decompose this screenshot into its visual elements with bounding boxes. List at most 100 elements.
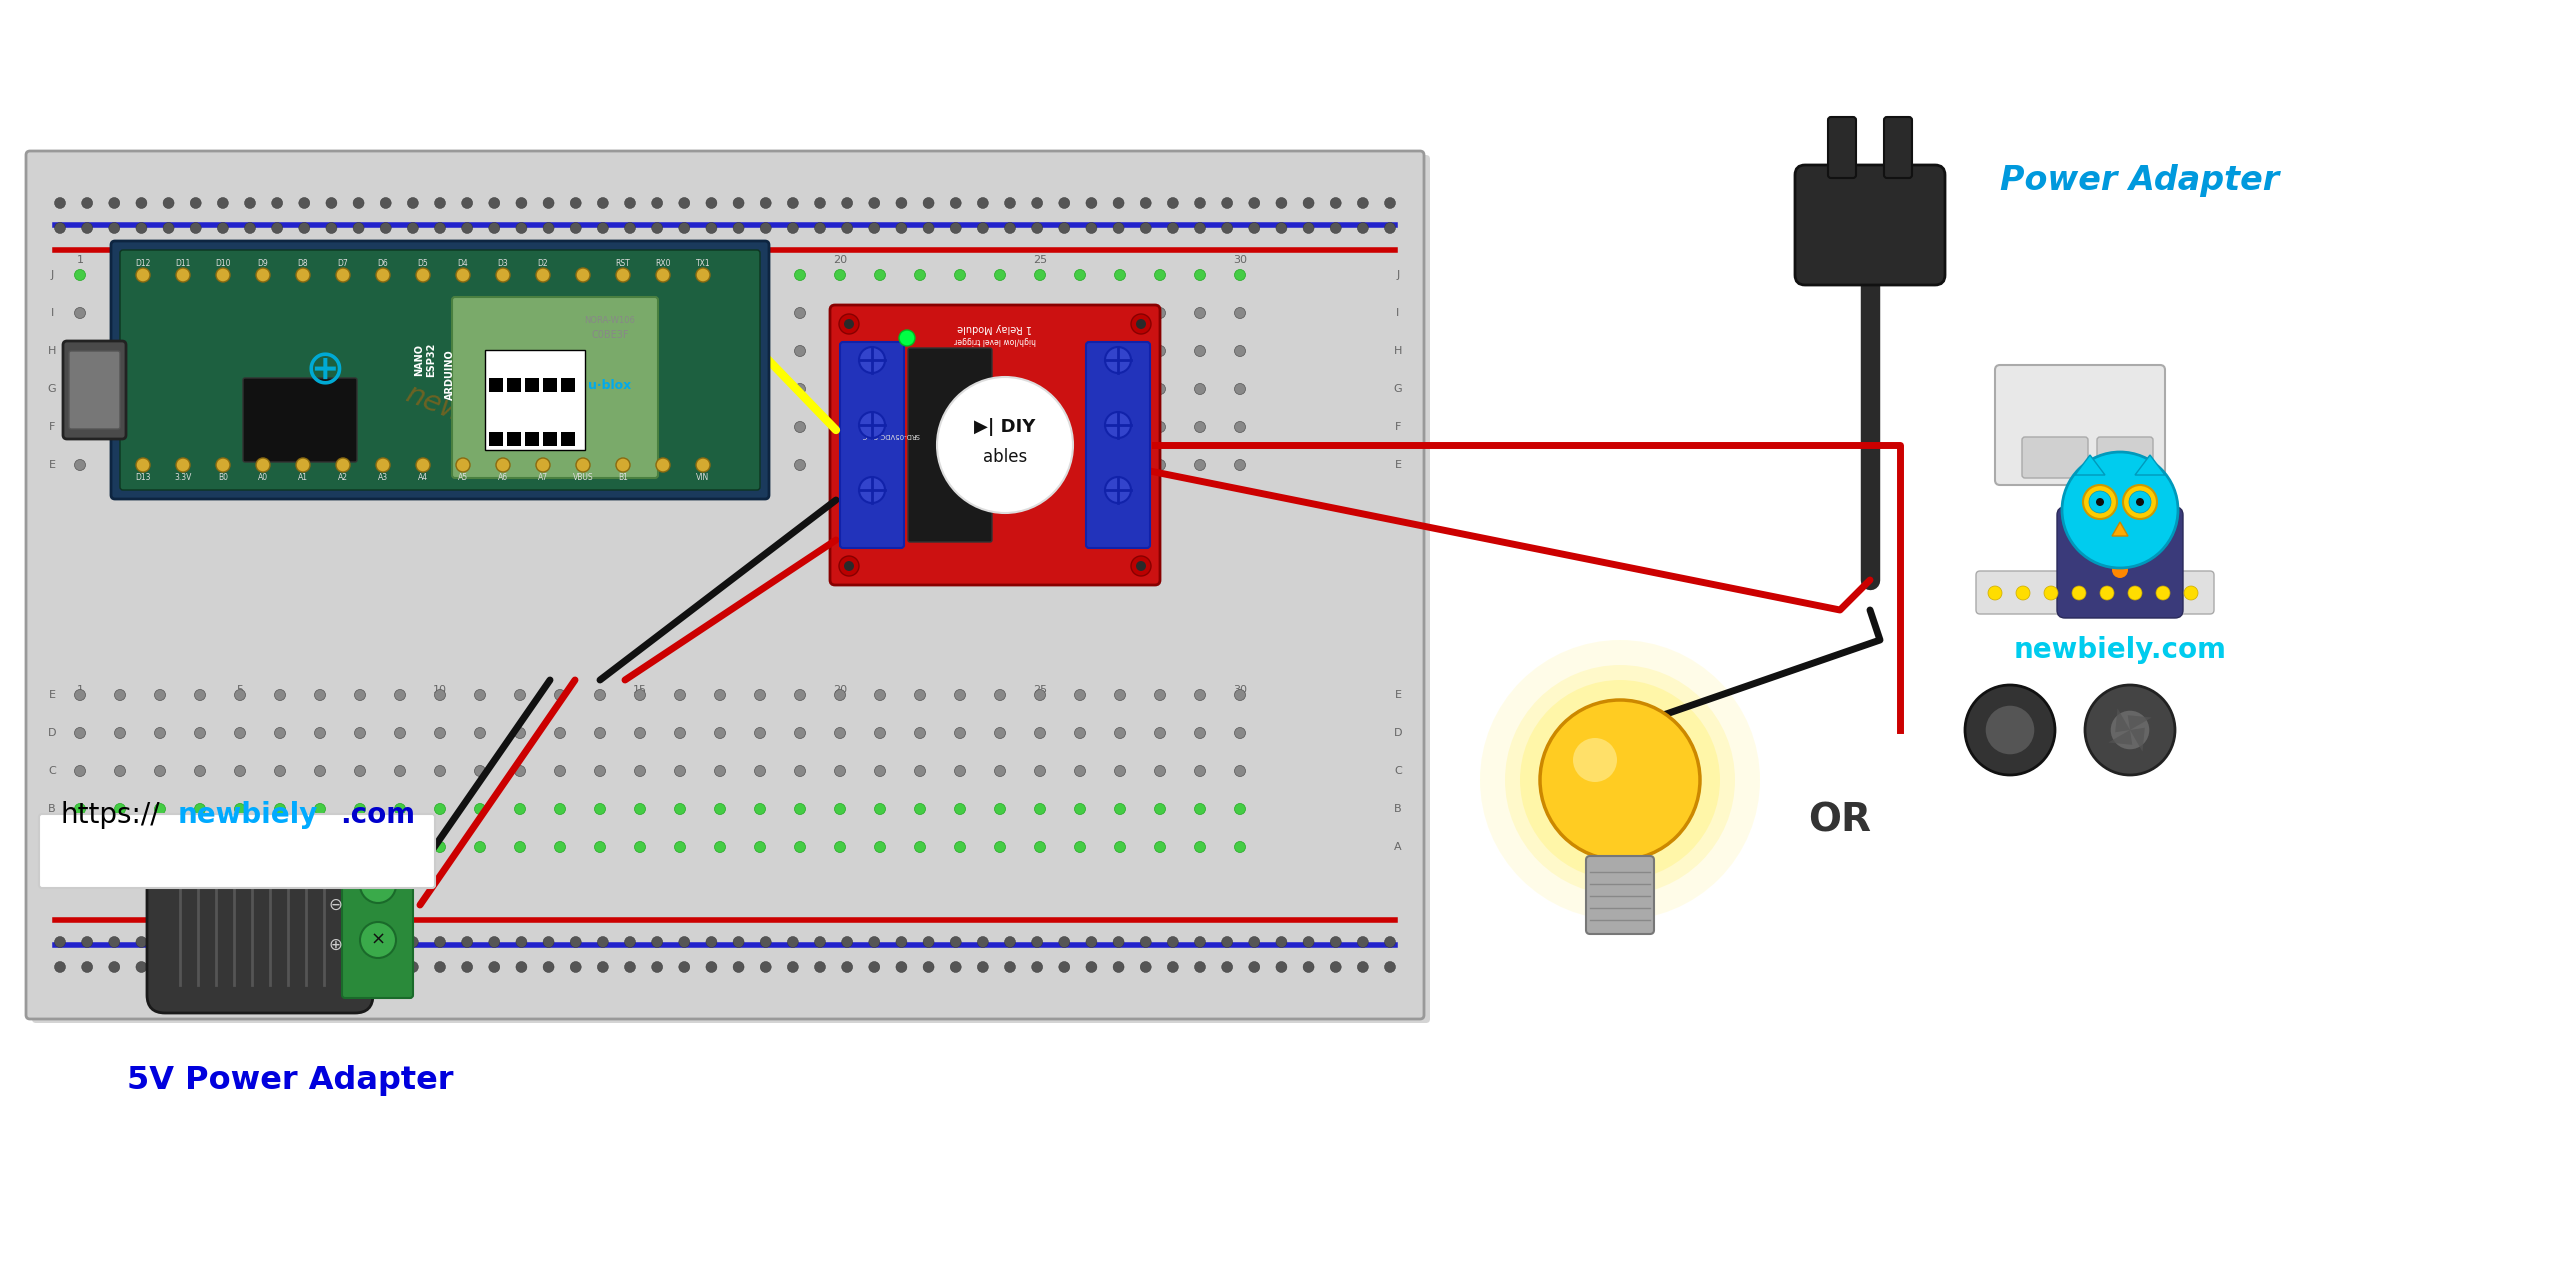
Text: ▶| DIY: ▶| DIY [974,419,1035,436]
Circle shape [194,384,206,394]
Circle shape [1114,460,1127,471]
Circle shape [841,197,854,209]
Circle shape [155,346,166,357]
Circle shape [1086,197,1096,209]
Circle shape [923,197,933,209]
Circle shape [217,268,229,282]
Circle shape [556,727,566,739]
Text: TX1: TX1 [696,259,711,268]
Circle shape [788,197,798,209]
Text: A6: A6 [497,472,507,481]
Circle shape [135,937,148,947]
Text: D9: D9 [257,259,268,268]
Circle shape [314,460,326,471]
Circle shape [1086,937,1096,947]
Circle shape [115,841,125,852]
Circle shape [1221,961,1234,973]
Circle shape [994,841,1004,852]
Circle shape [74,421,87,433]
Circle shape [915,346,925,357]
Circle shape [273,197,283,209]
Text: RST: RST [617,259,630,268]
Circle shape [1114,765,1127,777]
Circle shape [594,690,607,700]
Circle shape [354,765,365,777]
Circle shape [788,937,798,947]
Circle shape [594,804,607,814]
Circle shape [1137,319,1147,329]
Circle shape [923,937,933,947]
Circle shape [1132,556,1152,576]
Circle shape [191,937,201,947]
Circle shape [135,961,148,973]
Circle shape [1303,197,1315,209]
Circle shape [191,197,201,209]
Circle shape [194,690,206,700]
Circle shape [474,421,484,433]
Circle shape [1195,384,1206,394]
Circle shape [433,223,446,233]
Circle shape [155,307,166,319]
Circle shape [1114,804,1127,814]
Circle shape [1114,841,1127,852]
Circle shape [1155,727,1165,739]
Circle shape [433,937,446,947]
Text: 10: 10 [433,685,446,695]
Circle shape [1155,690,1165,700]
Circle shape [994,727,1004,739]
Circle shape [1277,937,1287,947]
Circle shape [433,270,446,280]
Circle shape [635,346,645,357]
Circle shape [1331,937,1341,947]
Text: H: H [1394,346,1402,356]
Text: A5: A5 [459,472,469,481]
Circle shape [1058,937,1071,947]
Circle shape [755,307,765,319]
Circle shape [135,458,150,472]
Circle shape [1234,384,1246,394]
Text: A: A [48,842,56,852]
Circle shape [834,727,846,739]
Circle shape [795,384,805,394]
Circle shape [915,270,925,280]
Text: D: D [48,728,56,739]
Circle shape [788,223,798,233]
Circle shape [296,268,311,282]
Circle shape [235,270,245,280]
Circle shape [1234,841,1246,852]
Text: 20: 20 [834,255,846,265]
Circle shape [1303,937,1315,947]
Polygon shape [2136,454,2164,475]
Text: ⊕: ⊕ [306,346,344,394]
Circle shape [74,804,87,814]
Circle shape [795,727,805,739]
Circle shape [314,384,326,394]
Circle shape [380,961,390,973]
Circle shape [377,458,390,472]
Text: ×: × [370,876,385,893]
Circle shape [1035,690,1045,700]
Polygon shape [2075,454,2105,475]
Circle shape [834,690,846,700]
Circle shape [594,727,607,739]
Circle shape [915,421,925,433]
FancyBboxPatch shape [2057,507,2182,618]
Polygon shape [2116,708,2131,732]
Circle shape [596,223,609,233]
Circle shape [275,804,285,814]
Circle shape [834,346,846,357]
Circle shape [1114,270,1127,280]
Circle shape [556,765,566,777]
Circle shape [194,841,206,852]
Circle shape [2100,586,2113,600]
Text: ⊕: ⊕ [329,936,342,954]
Circle shape [795,307,805,319]
Text: SRD-05VDC-SL-C: SRD-05VDC-SL-C [862,433,920,438]
Circle shape [461,197,472,209]
Text: G: G [1394,384,1402,394]
Circle shape [115,270,125,280]
Circle shape [1076,804,1086,814]
Circle shape [275,727,285,739]
Circle shape [951,937,961,947]
Circle shape [1035,270,1045,280]
